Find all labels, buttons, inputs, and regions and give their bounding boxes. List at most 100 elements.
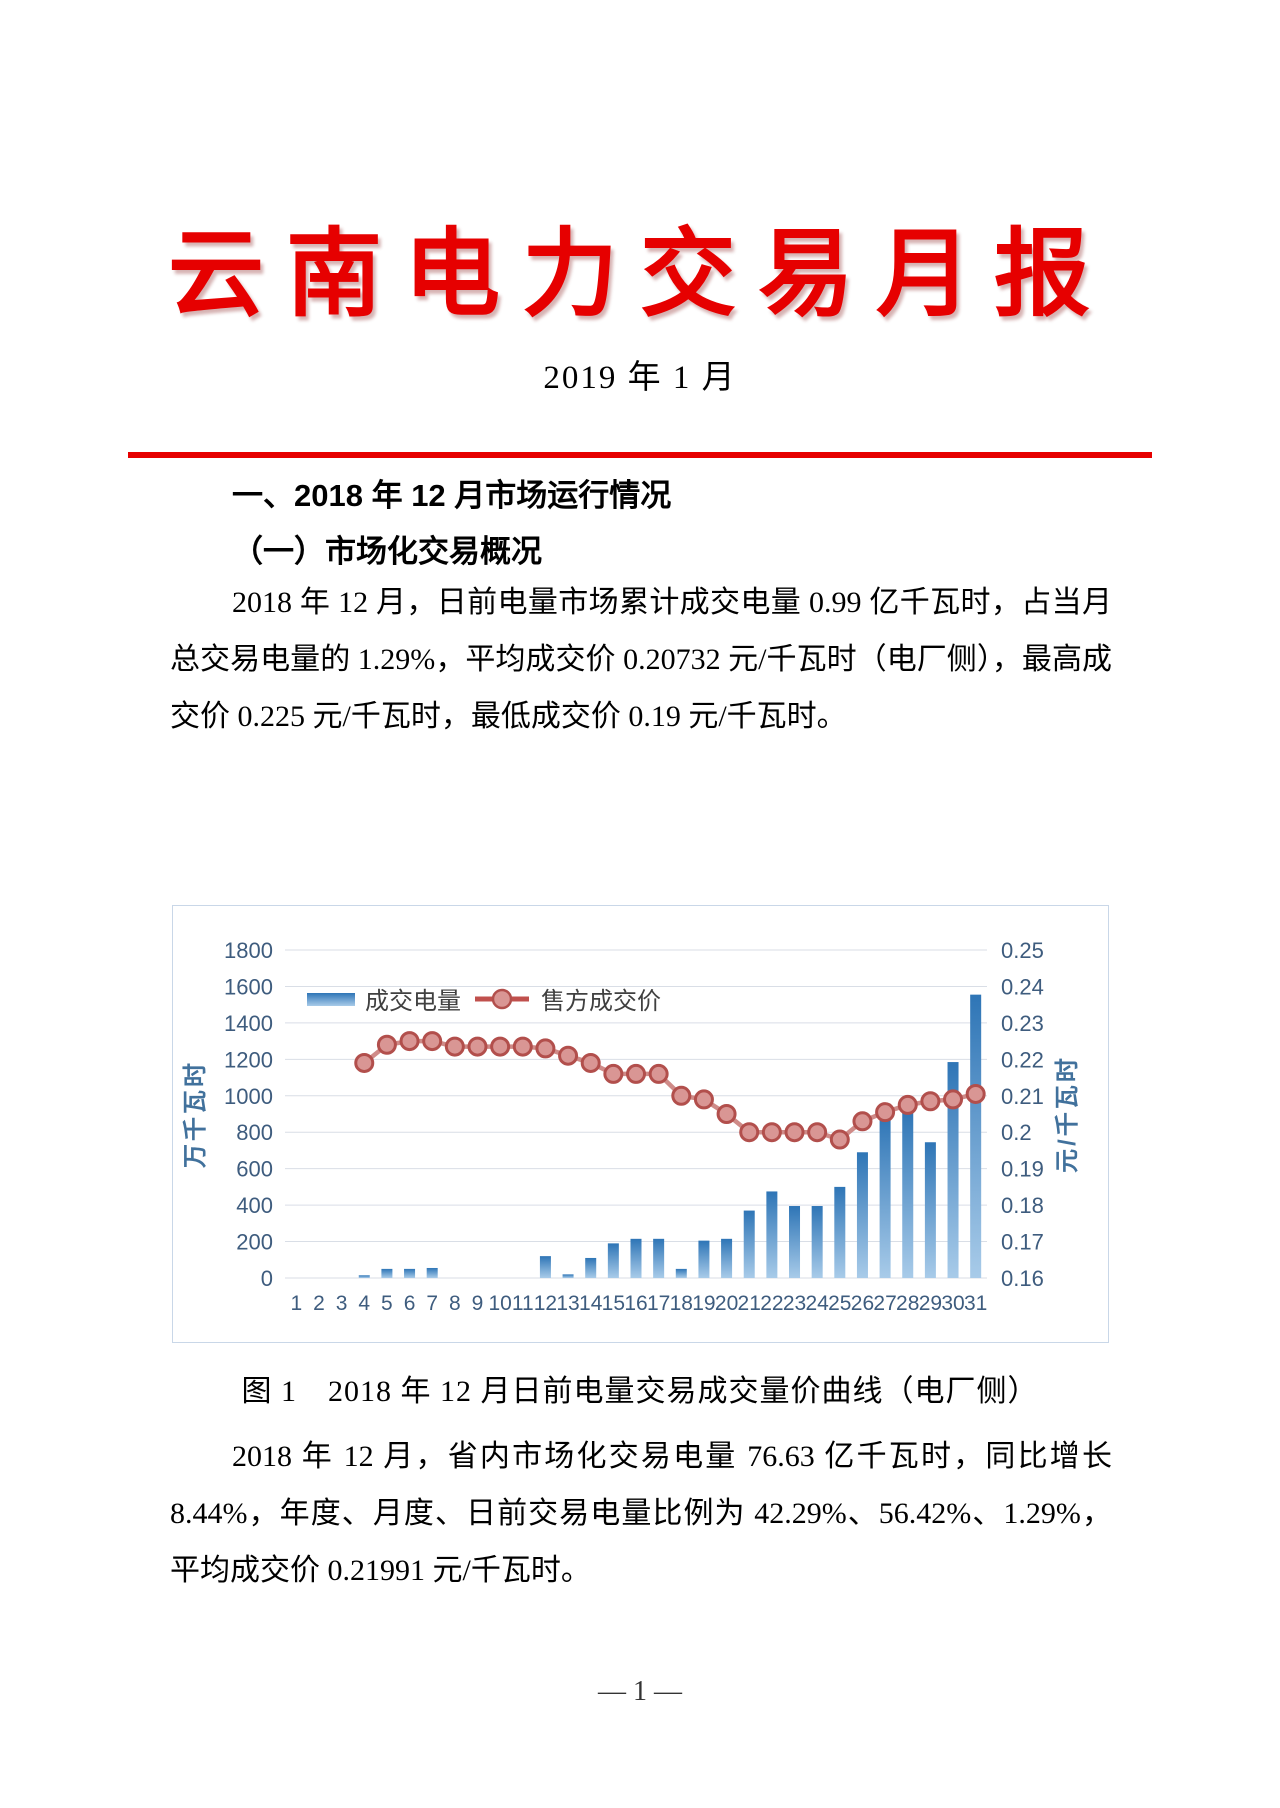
left-axis-tick: 1400 [224,1011,273,1036]
x-axis-tick: 18 [670,1292,693,1315]
x-axis-tick: 3 [336,1292,348,1315]
volume-bar [358,1275,370,1278]
x-axis-tick: 11 [512,1292,534,1315]
price-marker [467,1036,488,1057]
x-axis-tick: 20 [715,1292,738,1315]
section-heading-2: （一）市场化交易概况 [232,534,542,569]
volume-bar [381,1268,393,1278]
report-subtitle: 2019 年 1 月 [543,360,737,396]
x-axis-tick: 22 [760,1292,783,1315]
price-marker [512,1036,533,1057]
right-axis-title: 元/千瓦时 [1054,1055,1081,1173]
volume-bar [879,1114,891,1278]
volume-bar [675,1268,687,1278]
volume-bar [721,1238,733,1278]
price-marker [399,1031,420,1052]
price-marker [422,1031,443,1052]
x-axis-tick: 24 [805,1292,829,1315]
section-heading-1: 一、2018 年 12 月市场运行情况 [232,478,672,513]
price-marker [875,1102,896,1123]
x-axis-tick: 17 [647,1292,670,1315]
right-axis-tick: 0.17 [1001,1230,1044,1255]
x-axis-tick: 2 [313,1292,325,1315]
volume-bar [585,1257,597,1278]
x-axis-tick: 9 [472,1292,484,1315]
left-axis-tick: 800 [236,1120,273,1145]
left-axis-title: 万千瓦时 [182,1060,209,1168]
left-axis-tick: 1800 [224,938,273,963]
price-marker [376,1034,397,1055]
volume-bar [970,994,982,1278]
red-divider-rule [128,452,1152,458]
left-axis-tick: 1200 [224,1047,273,1072]
price-marker [920,1091,941,1112]
report-title: 云南电力交易月报 [168,221,1112,328]
x-axis-tick: 29 [919,1292,942,1315]
left-axis-tick: 600 [236,1157,273,1182]
price-marker [626,1063,646,1084]
volume-bar [789,1206,801,1278]
x-axis-tick: 26 [851,1292,874,1315]
volume-bar [924,1142,936,1278]
price-marker [716,1104,737,1124]
price-marker [965,1083,986,1104]
price-marker [671,1085,692,1106]
volume-bar [698,1240,710,1278]
price-marker [807,1122,828,1143]
right-axis-tick: 0.25 [1001,938,1044,963]
left-axis-tick: 1600 [224,974,273,999]
left-axis-tick: 200 [236,1230,273,1255]
x-axis-tick: 31 [964,1292,987,1315]
x-axis-tick: 16 [624,1292,647,1315]
right-axis-tick: 0.23 [1001,1011,1044,1036]
price-marker [784,1122,805,1143]
legend-bar-swatch [307,993,355,1006]
volume-bar [811,1206,823,1278]
volume-bar [426,1267,438,1278]
right-axis-tick: 0.22 [1001,1047,1044,1072]
x-axis-tick: 21 [738,1292,761,1315]
right-axis-tick: 0.16 [1001,1266,1044,1291]
x-axis-tick: 8 [449,1292,461,1315]
x-axis-tick: 10 [488,1292,511,1315]
x-axis-tick: 30 [941,1292,964,1315]
price-line [362,1038,977,1143]
legend-line-marker [491,988,513,1010]
legend-bar-label: 成交电量 [365,988,461,1015]
price-marker [648,1063,669,1084]
volume-bar [653,1238,665,1278]
left-axis-tick: 400 [236,1193,273,1218]
x-axis-tick: 23 [783,1292,806,1315]
x-axis-tick: 1 [290,1292,302,1315]
price-marker [444,1036,465,1057]
volume-bar [856,1152,868,1278]
paragraph-1: 2018 年 12 月，日前电量市场累计成交电量 0.99 亿千瓦时，占当月总交… [170,586,1112,733]
x-axis-tick: 13 [556,1292,579,1315]
price-marker [693,1089,714,1110]
price-marker [739,1122,760,1143]
chart-svg: 0 200 400 600 800 1000 1200 1400 1600 1800 0.16 0.1… [182,938,1081,1315]
figure1-chart: 0 200 400 600 800 1000 1200 1400 1600 1800 0.16 0.1… [172,905,1109,1343]
price-marker [490,1036,511,1057]
x-axis-tick: 25 [828,1292,851,1315]
volume-bar [834,1186,846,1278]
left-axis-tick: 1000 [224,1084,273,1109]
price-marker [829,1129,850,1150]
volume-bar [947,1062,959,1278]
right-axis-tick: 0.21 [1001,1084,1044,1109]
x-axis-tick: 4 [358,1292,370,1315]
right-axis-tick: 0.24 [1001,974,1044,999]
price-marker [603,1063,624,1084]
volume-bar [902,1110,914,1278]
x-axis-tick: 19 [692,1292,715,1315]
right-axis-tick: 0.2 [1001,1120,1032,1145]
price-marker [897,1094,918,1115]
legend-line-label: 售方成交价 [541,988,661,1015]
x-axis-tick: 7 [426,1292,438,1315]
right-axis-tick: 0.18 [1001,1193,1044,1218]
price-marker [558,1045,579,1066]
volume-bar [562,1274,574,1278]
right-axis-tick: 0.19 [1001,1157,1044,1182]
price-marker [761,1122,782,1143]
